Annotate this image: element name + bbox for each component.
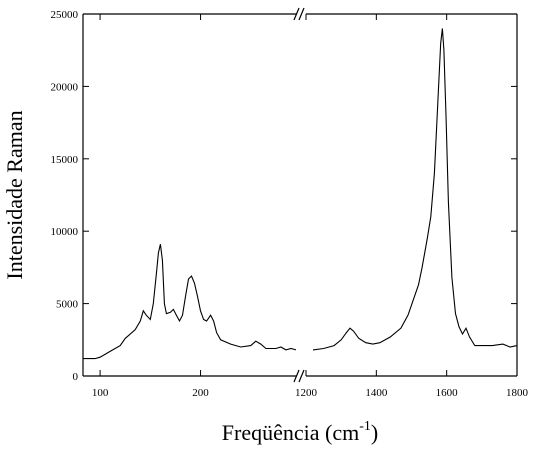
- y-tick-label: 10000: [51, 226, 79, 238]
- y-tick-label: 0: [73, 371, 79, 383]
- y-tick-label: 25000: [51, 9, 79, 21]
- axis-break: [293, 7, 305, 383]
- x-tick-label: 1400: [365, 387, 388, 399]
- x-axis-label: Freqüência (cm-1): [222, 419, 378, 445]
- x-tick-label: 200: [192, 387, 209, 399]
- x-tick-label: 100: [92, 387, 109, 399]
- y-tick-label: 5000: [56, 299, 79, 311]
- x-axis-label-text: Freqüência (cm: [222, 420, 359, 445]
- data-line: [83, 244, 297, 360]
- x-tick-label: 1600: [436, 387, 459, 399]
- y-axis-label: Intensidade Raman: [2, 110, 27, 279]
- x-tick-label: 1200: [295, 387, 318, 399]
- x-tick-label: 1800: [506, 387, 529, 399]
- y-tick-label: 15000: [51, 154, 79, 166]
- frame: [82, 7, 518, 383]
- data-line: [312, 28, 518, 351]
- y-tick-label: 20000: [51, 81, 79, 93]
- x-axis-label-sup: -1: [359, 419, 371, 434]
- x-axis-label-end: ): [371, 420, 378, 445]
